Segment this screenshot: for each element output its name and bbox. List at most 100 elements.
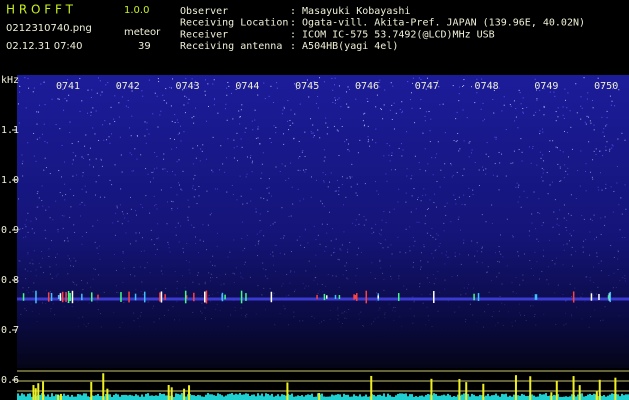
noise-dot bbox=[613, 272, 615, 274]
noise-dot bbox=[141, 90, 143, 92]
noise-dot bbox=[593, 238, 595, 240]
noise-dot bbox=[413, 245, 415, 247]
noise-level bbox=[157, 395, 159, 400]
noise-dot bbox=[589, 279, 591, 281]
noise-dot bbox=[204, 317, 206, 319]
noise-dot bbox=[419, 283, 421, 285]
noise-dot bbox=[223, 283, 225, 285]
noise-level bbox=[347, 394, 349, 400]
noise-dot bbox=[48, 206, 50, 208]
noise-dot bbox=[119, 326, 121, 328]
noise-dot bbox=[299, 103, 301, 105]
noise-dot bbox=[31, 228, 33, 230]
noise-dot bbox=[255, 211, 257, 213]
noise-dot bbox=[329, 181, 331, 183]
noise-dot bbox=[27, 251, 29, 253]
noise-level bbox=[569, 396, 571, 400]
noise-dot bbox=[571, 148, 573, 150]
meteor-trace bbox=[354, 294, 356, 300]
noise-dot bbox=[197, 272, 199, 274]
noise-dot bbox=[583, 218, 585, 220]
noise-dot bbox=[401, 143, 403, 145]
noise-dot bbox=[462, 109, 464, 111]
noise-dot bbox=[450, 221, 452, 223]
noise-dot bbox=[358, 247, 360, 249]
noise-dot bbox=[131, 115, 133, 117]
noise-level bbox=[475, 396, 477, 400]
noise-dot bbox=[304, 287, 306, 289]
noise-dot bbox=[418, 162, 420, 164]
noise-level bbox=[589, 393, 591, 400]
noise-dot bbox=[621, 132, 623, 134]
noise-dot bbox=[265, 309, 267, 311]
noise-dot bbox=[393, 102, 395, 104]
noise-dot bbox=[417, 196, 419, 198]
noise-dot bbox=[294, 113, 296, 115]
noise-dot bbox=[426, 77, 428, 79]
noise-dot bbox=[252, 129, 254, 131]
noise-dot bbox=[73, 281, 75, 283]
noise-dot bbox=[624, 139, 626, 141]
noise-level bbox=[175, 393, 177, 400]
noise-dot bbox=[192, 311, 194, 313]
noise-dot bbox=[425, 324, 427, 326]
meteor-level bbox=[555, 380, 558, 400]
noise-dot bbox=[54, 314, 56, 316]
noise-level bbox=[181, 393, 183, 400]
noise-level bbox=[565, 396, 567, 400]
noise-dot bbox=[201, 150, 203, 152]
noise-dot bbox=[55, 264, 57, 266]
noise-dot bbox=[566, 107, 568, 109]
noise-level bbox=[257, 393, 259, 400]
meteor-trace bbox=[69, 292, 71, 302]
noise-dot bbox=[70, 265, 72, 267]
noise-dot bbox=[426, 208, 428, 210]
noise-dot bbox=[295, 88, 297, 90]
noise-level bbox=[439, 395, 441, 400]
noise-dot bbox=[601, 116, 603, 118]
noise-dot bbox=[89, 159, 91, 161]
noise-level bbox=[161, 394, 163, 400]
noise-level bbox=[145, 393, 147, 400]
noise-dot bbox=[199, 160, 201, 162]
noise-dot bbox=[176, 161, 178, 163]
noise-dot bbox=[50, 308, 52, 310]
noise-dot bbox=[216, 188, 218, 190]
noise-dot bbox=[563, 130, 565, 132]
noise-level bbox=[625, 394, 627, 400]
noise-dot bbox=[220, 145, 222, 147]
noise-dot bbox=[598, 189, 600, 191]
meteor-level bbox=[482, 383, 485, 400]
noise-level bbox=[231, 393, 233, 400]
noise-dot bbox=[129, 127, 131, 129]
noise-dot bbox=[67, 240, 69, 242]
noise-dot bbox=[269, 253, 271, 255]
noise-dot bbox=[566, 243, 568, 245]
noise-dot bbox=[348, 106, 350, 108]
noise-level bbox=[197, 394, 199, 400]
noise-dot bbox=[513, 150, 515, 152]
noise-dot bbox=[236, 132, 238, 134]
noise-dot bbox=[305, 169, 307, 171]
noise-dot bbox=[98, 245, 100, 247]
noise-dot bbox=[196, 203, 198, 205]
noise-dot bbox=[27, 212, 29, 214]
noise-dot bbox=[340, 106, 342, 108]
noise-dot bbox=[341, 322, 343, 324]
noise-dot bbox=[303, 169, 305, 171]
meteor-level bbox=[32, 385, 35, 400]
noise-level bbox=[527, 395, 529, 400]
noise-dot bbox=[470, 152, 472, 154]
noise-dot bbox=[338, 286, 340, 288]
noise-dot bbox=[390, 169, 392, 171]
meteor-trace bbox=[57, 294, 60, 300]
noise-dot bbox=[63, 306, 65, 308]
noise-dot bbox=[311, 315, 313, 317]
meteor-level bbox=[430, 378, 433, 400]
noise-dot bbox=[192, 163, 194, 165]
noise-level bbox=[453, 396, 455, 400]
noise-dot bbox=[245, 127, 247, 129]
noise-dot bbox=[321, 283, 323, 285]
noise-dot bbox=[528, 235, 530, 237]
noise-dot bbox=[109, 142, 111, 144]
